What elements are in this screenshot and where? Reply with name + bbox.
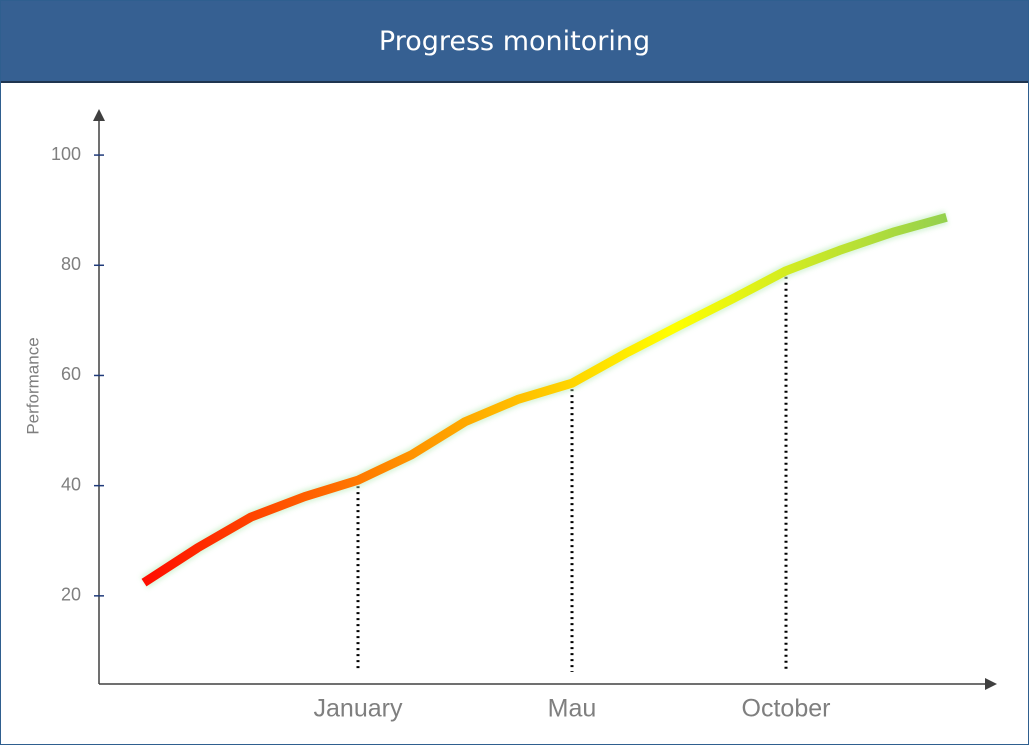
x-axis-arrow — [985, 678, 997, 690]
y-tick-label: 60 — [61, 364, 81, 384]
line — [141, 213, 948, 587]
line-glow — [140, 210, 949, 589]
y-axis-label: Performance — [23, 337, 42, 434]
x-tick-label: Mau — [548, 695, 597, 723]
y-axis-arrow — [93, 109, 105, 121]
x-tick-label: October — [742, 695, 831, 723]
y-tick-label: 40 — [61, 474, 81, 494]
y-tick-label: 100 — [51, 144, 81, 164]
y-tick-label: 80 — [61, 254, 81, 274]
y-tick-label: 20 — [61, 585, 81, 605]
x-tick-label: January — [314, 695, 403, 723]
chart-title: Progress monitoring — [1, 1, 1028, 83]
